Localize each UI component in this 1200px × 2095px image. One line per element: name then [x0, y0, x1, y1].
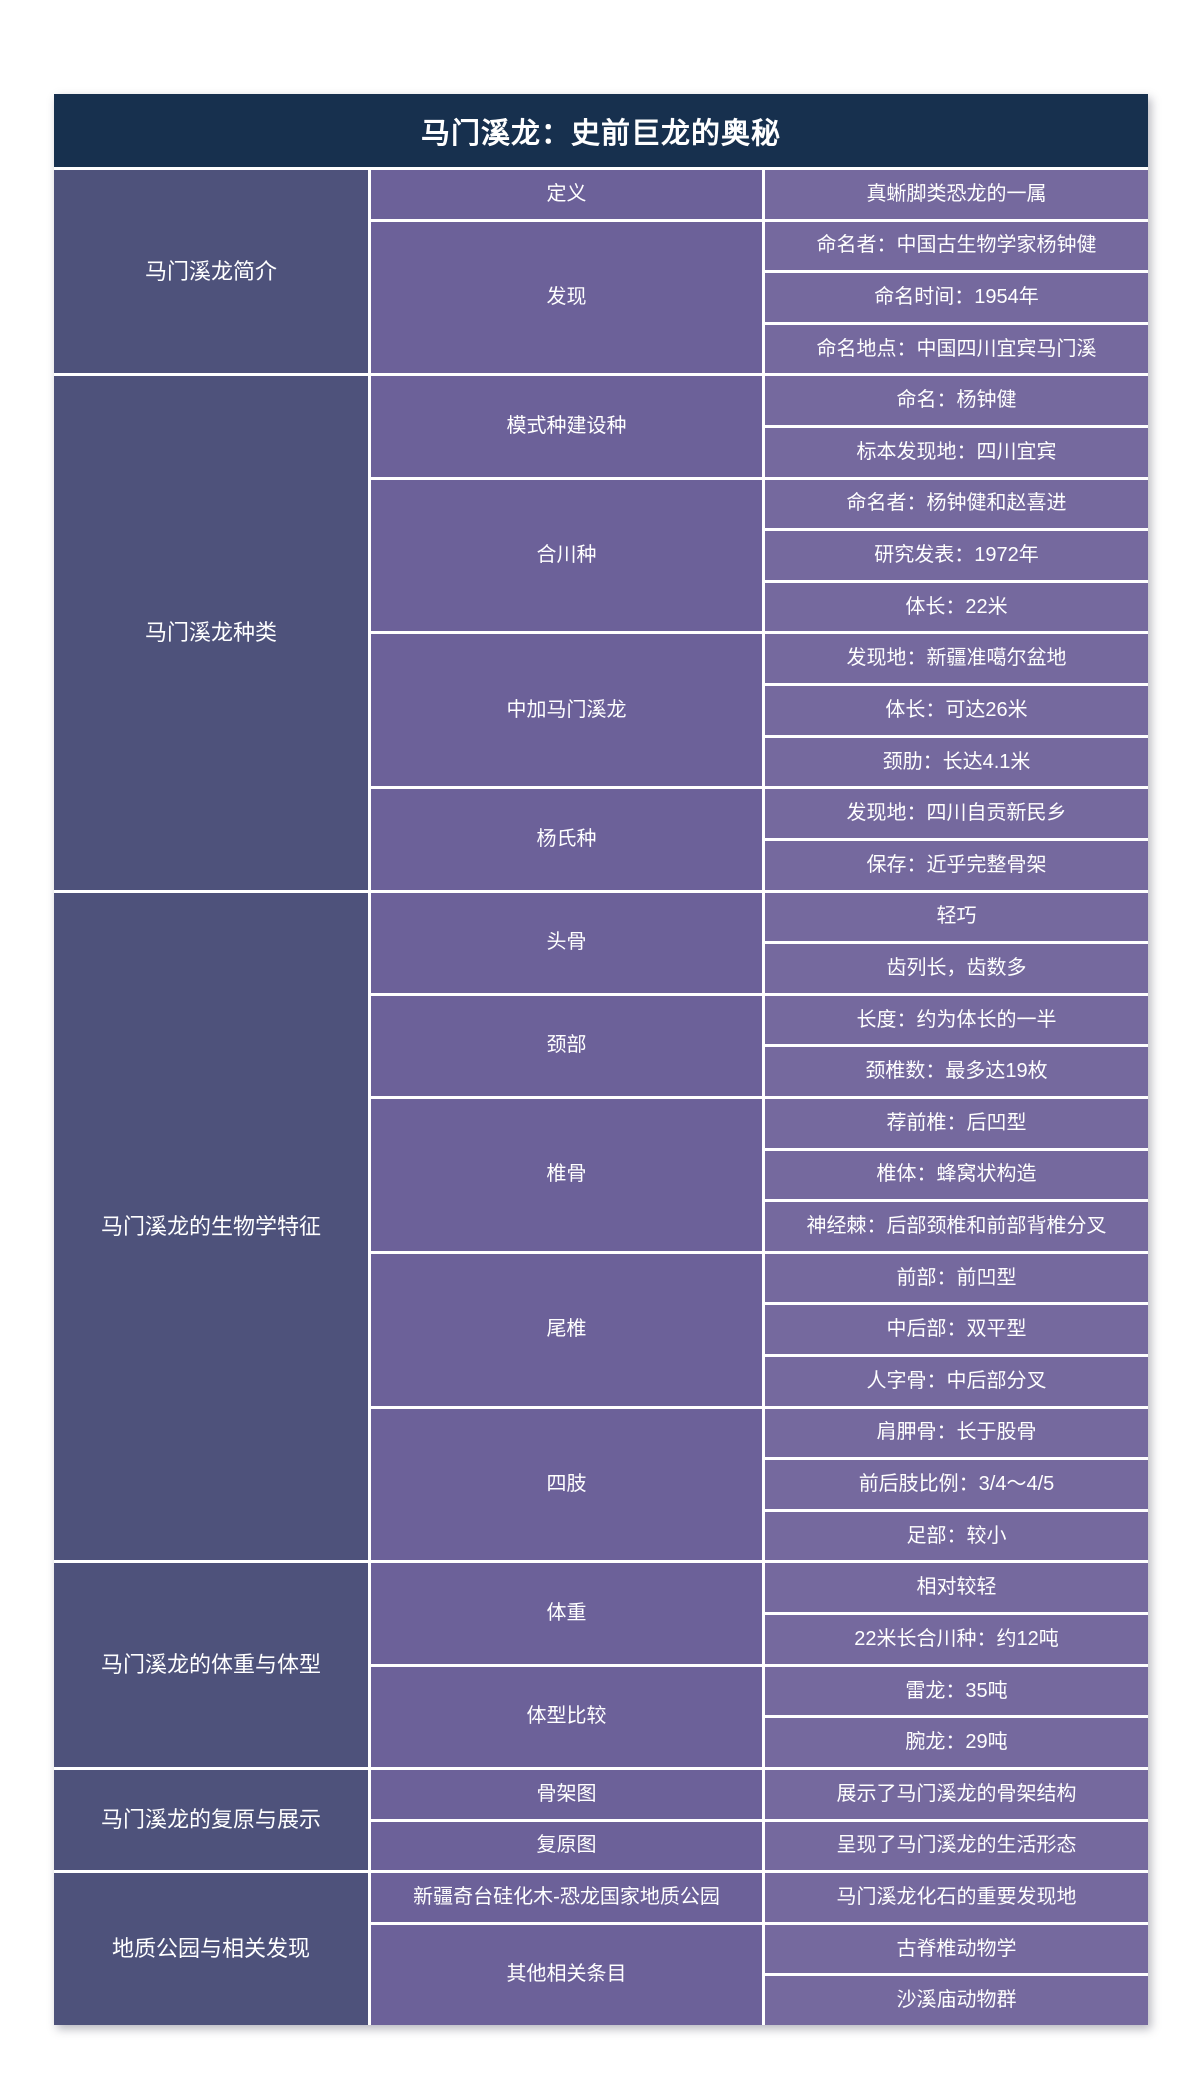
detail-cell: 研究发表：1972年 — [765, 531, 1148, 580]
detail-cell: 命名时间：1954年 — [765, 273, 1148, 322]
group-cell: 模式种建设种 — [371, 376, 762, 477]
detail-cell: 前后肢比例：3/4～4/5 — [765, 1460, 1148, 1509]
detail-cell: 保存：近乎完整骨架 — [765, 840, 1148, 890]
group-cell: 复原图 — [371, 1821, 762, 1871]
detail-cell: 雷龙：35吨 — [765, 1666, 1148, 1716]
section-cell: 马门溪龙简介 — [54, 170, 368, 374]
group-cell: 定义 — [371, 170, 762, 219]
group-cell: 椎骨 — [371, 1098, 762, 1251]
table-title: 马门溪龙：史前巨龙的奥秘 — [54, 94, 1148, 167]
group-cell: 中加马门溪龙 — [371, 634, 762, 787]
group-cell: 骨架图 — [371, 1769, 762, 1819]
detail-cell: 人字骨：中后部分叉 — [765, 1357, 1148, 1406]
section-cell: 地质公园与相关发现 — [54, 1873, 368, 2025]
detail-cell: 神经棘：后部颈椎和前部背椎分叉 — [765, 1202, 1148, 1251]
detail-cell: 命名地点：中国四川宜宾马门溪 — [765, 324, 1148, 374]
detail-cell: 标本发现地：四川宜宾 — [765, 428, 1148, 477]
section-cell: 马门溪龙种类 — [54, 376, 368, 890]
group-cell: 新疆奇台硅化木-恐龙国家地质公园 — [371, 1873, 762, 1922]
detail-cell: 前部：前凹型 — [765, 1253, 1148, 1303]
section-cell: 马门溪龙的生物学特征 — [54, 892, 368, 1561]
detail-cell: 呈现了马门溪龙的生活形态 — [765, 1821, 1148, 1871]
detail-cell: 命名：杨钟健 — [765, 376, 1148, 426]
group-cell: 尾椎 — [371, 1253, 762, 1406]
detail-cell: 命名者：杨钟健和赵喜进 — [765, 479, 1148, 529]
detail-cell: 古脊椎动物学 — [765, 1924, 1148, 1974]
detail-cell: 荐前椎：后凹型 — [765, 1098, 1148, 1148]
table-grid: 马门溪龙简介 马门溪龙种类 马门溪龙的生物学特征 马门溪龙的体重与体型 马门溪龙… — [54, 170, 1148, 2025]
group-cell: 其他相关条目 — [371, 1924, 762, 2025]
detail-cell: 颈肋：长达4.1米 — [765, 737, 1148, 787]
detail-cell: 展示了马门溪龙的骨架结构 — [765, 1769, 1148, 1819]
detail-cell: 足部：较小 — [765, 1511, 1148, 1561]
detail-cell: 腕龙：29吨 — [765, 1718, 1148, 1767]
group-cell: 头骨 — [371, 892, 762, 993]
section-cell: 马门溪龙的体重与体型 — [54, 1563, 368, 1767]
detail-cell: 体长：22米 — [765, 582, 1148, 632]
detail-cell: 发现地：四川自贡新民乡 — [765, 789, 1148, 838]
detail-cell: 22米长合川种：约12吨 — [765, 1615, 1148, 1664]
group-cell: 合川种 — [371, 479, 762, 632]
group-cell: 体型比较 — [371, 1666, 762, 1767]
detail-cell: 肩胛骨：长于股骨 — [765, 1408, 1148, 1458]
group-cell: 发现 — [371, 221, 762, 374]
group-cell: 颈部 — [371, 995, 762, 1096]
detail-cell: 椎体：蜂窝状构造 — [765, 1150, 1148, 1200]
mamenchisaurus-table: 马门溪龙：史前巨龙的奥秘 马门溪龙简介 马门溪龙种类 马门溪龙的生物学特征 马门… — [54, 94, 1148, 2025]
detail-cell: 轻巧 — [765, 892, 1148, 942]
detail-cell: 马门溪龙化石的重要发现地 — [765, 1873, 1148, 1922]
detail-cell: 发现地：新疆准噶尔盆地 — [765, 634, 1148, 684]
detail-cell: 相对较轻 — [765, 1563, 1148, 1613]
detail-cell: 颈椎数：最多达19枚 — [765, 1047, 1148, 1096]
detail-cell: 齿列长，齿数多 — [765, 944, 1148, 993]
group-cell: 四肢 — [371, 1408, 762, 1561]
detail-cell: 真蜥脚类恐龙的一属 — [765, 170, 1148, 219]
section-cell: 马门溪龙的复原与展示 — [54, 1769, 368, 1871]
detail-cell: 中后部：双平型 — [765, 1305, 1148, 1355]
detail-cell: 命名者：中国古生物学家杨钟健 — [765, 221, 1148, 271]
detail-cell: 长度：约为体长的一半 — [765, 995, 1148, 1045]
group-cell: 体重 — [371, 1563, 762, 1664]
detail-cell: 沙溪庙动物群 — [765, 1976, 1148, 2025]
group-cell: 杨氏种 — [371, 789, 762, 890]
detail-cell: 体长：可达26米 — [765, 686, 1148, 735]
